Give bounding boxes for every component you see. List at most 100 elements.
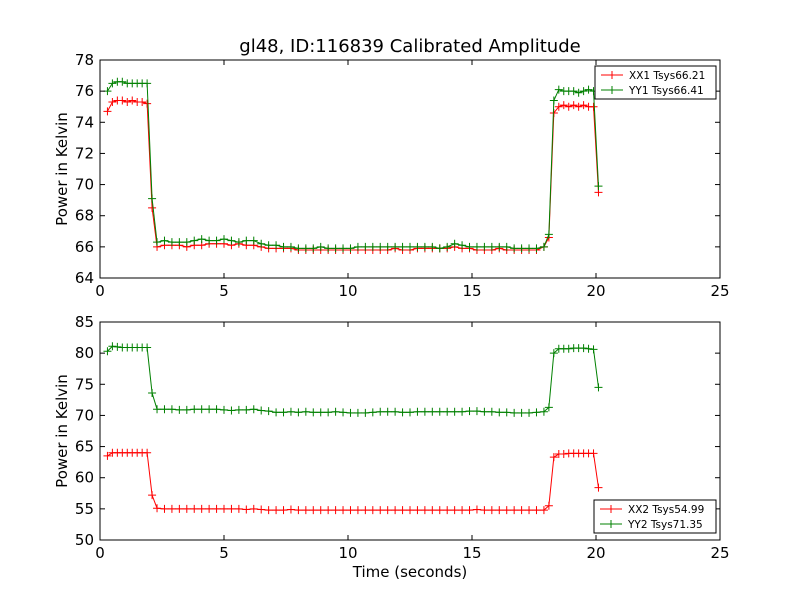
data-point (406, 408, 414, 417)
data-point (331, 244, 340, 253)
data-point (559, 450, 568, 459)
data-point (212, 405, 221, 414)
legend-label: YY2 Tsys71.35 (627, 519, 703, 531)
data-point (182, 238, 191, 247)
data-point (279, 242, 288, 251)
data-point (406, 242, 414, 251)
data-point (242, 505, 251, 514)
data-point (264, 241, 273, 250)
data-point (391, 506, 400, 515)
data-point (554, 85, 563, 94)
data-point (450, 506, 459, 515)
bottom-subplot: 0 5 10 15 20 25 50 55 60 65 70 75 80 85 Power in Kelvi… (53, 313, 730, 562)
data-point (182, 504, 191, 513)
data-point (443, 506, 452, 515)
data-point (443, 242, 452, 251)
data-point (286, 407, 295, 416)
data-point (544, 403, 553, 412)
data-point (539, 506, 548, 515)
series-1 (103, 448, 603, 515)
data-point (175, 238, 184, 247)
data-point (450, 407, 459, 416)
data-point (153, 504, 162, 513)
data-point (103, 107, 112, 116)
data-point (487, 407, 496, 416)
data-point (197, 405, 206, 414)
y-tick-label: 85 (75, 313, 94, 331)
data-point (205, 236, 214, 245)
chart-title: gl48, ID:116839 Calibrated Amplitude (239, 36, 580, 57)
data-point (549, 453, 558, 462)
data-point (167, 238, 176, 247)
data-point (584, 344, 593, 353)
data-point (212, 236, 221, 245)
data-point (589, 102, 598, 111)
data-point (353, 408, 362, 417)
data-point (525, 244, 534, 253)
x-tick-label: 5 (219, 282, 229, 300)
data-point (153, 238, 162, 247)
x-tick-label: 15 (462, 544, 481, 562)
data-point (525, 408, 534, 417)
data-point (510, 506, 519, 515)
data-point (309, 244, 318, 253)
data-point (398, 242, 407, 251)
data-point (264, 506, 273, 515)
y-tick-label: 60 (75, 469, 94, 487)
data-point (205, 504, 214, 513)
data-point (249, 504, 258, 513)
data-point (502, 408, 511, 417)
data-point (450, 239, 459, 248)
data-point (510, 244, 519, 253)
data-point (574, 102, 583, 111)
data-point (353, 506, 362, 515)
data-point (143, 79, 152, 88)
data-point (153, 405, 162, 414)
data-point (316, 242, 325, 251)
data-point (398, 408, 407, 417)
data-point (234, 504, 243, 513)
data-point (108, 79, 117, 88)
y-axis-label: Power in Kelvin (53, 112, 71, 226)
data-point (495, 506, 504, 515)
data-point (420, 242, 429, 251)
x-tick-label: 0 (95, 544, 105, 562)
data-point (143, 448, 152, 457)
data-point (554, 102, 563, 111)
data-point (532, 244, 541, 253)
data-point (324, 244, 333, 253)
data-point (532, 506, 541, 515)
y-tick-label: 64 (75, 269, 94, 287)
data-point (212, 504, 221, 513)
legend-marker (608, 71, 616, 79)
data-point (220, 235, 228, 244)
data-point (391, 242, 400, 251)
data-point (594, 383, 603, 392)
data-point (197, 504, 206, 513)
data-point (138, 98, 147, 107)
data-point (428, 242, 437, 251)
data-point (406, 506, 414, 515)
data-point (309, 506, 318, 515)
data-point (413, 242, 422, 251)
axes-frame (99, 321, 721, 541)
data-point (331, 506, 340, 515)
data-point (301, 506, 310, 515)
data-point (584, 85, 593, 94)
data-point (361, 506, 370, 515)
data-point (559, 101, 568, 110)
data-point (472, 407, 481, 416)
data-point (376, 506, 385, 515)
legend: XX2 Tsys54.99 YY2 Tsys71.35 (593, 499, 717, 534)
data-point (148, 491, 157, 500)
data-point (279, 506, 288, 515)
data-point (539, 407, 548, 416)
data-point (234, 405, 243, 414)
legend-label: XX1 Tsys66.21 (629, 70, 705, 82)
data-point (458, 241, 467, 250)
data-point (510, 408, 519, 417)
data-point (472, 505, 481, 514)
data-point (294, 408, 303, 417)
data-point (234, 238, 243, 247)
